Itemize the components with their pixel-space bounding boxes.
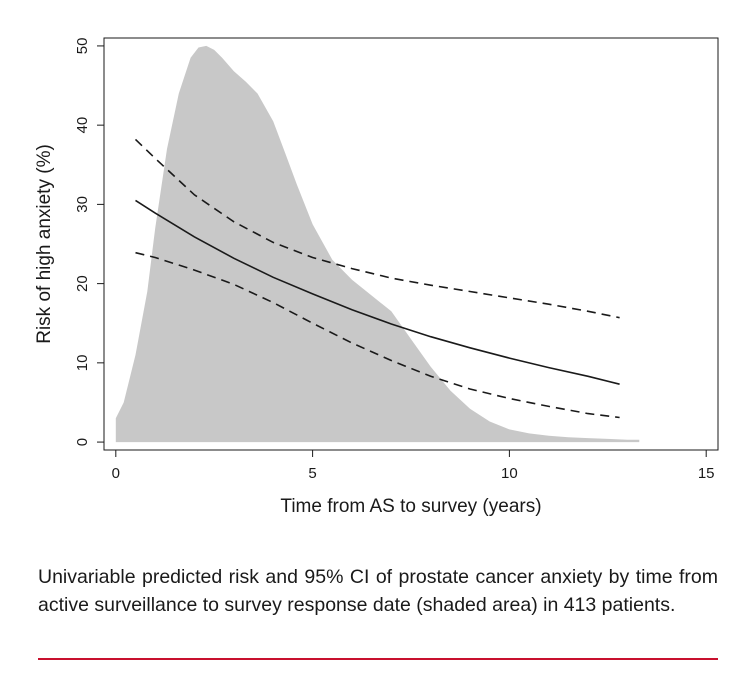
y-tick-label: 20 <box>74 275 91 292</box>
y-tick-label: 10 <box>74 355 91 372</box>
x-tick-label: 5 <box>308 465 316 482</box>
x-axis-title: Time from AS to survey (years) <box>280 496 541 517</box>
y-axis: 0 10 20 30 40 50 <box>74 38 104 446</box>
series-lines <box>134 138 620 419</box>
x-tick-label: 15 <box>698 465 715 482</box>
x-axis: 0 5 10 15 <box>112 450 715 482</box>
y-tick-label: 30 <box>74 196 91 213</box>
plot-frame <box>103 37 719 451</box>
x-tick-label: 10 <box>501 465 518 482</box>
shaded-area-distribution <box>115 45 640 443</box>
x-tick-label: 0 <box>112 465 120 482</box>
upper-ci-line <box>134 138 620 319</box>
predicted-risk-line <box>135 199 620 385</box>
y-axis-title: Risk of high anxiety (%) <box>34 144 55 344</box>
chart: 0 5 10 15 0 10 20 30 40 50 Time from AS to surve… <box>34 37 719 517</box>
y-tick-label: 50 <box>74 38 91 55</box>
y-tick-label: 40 <box>74 117 91 134</box>
caption-divider <box>38 658 718 660</box>
lower-ci-line <box>135 251 620 419</box>
y-tick-label: 0 <box>74 438 91 446</box>
figure-caption: Univariable predicted risk and 95% CI of… <box>38 566 718 616</box>
